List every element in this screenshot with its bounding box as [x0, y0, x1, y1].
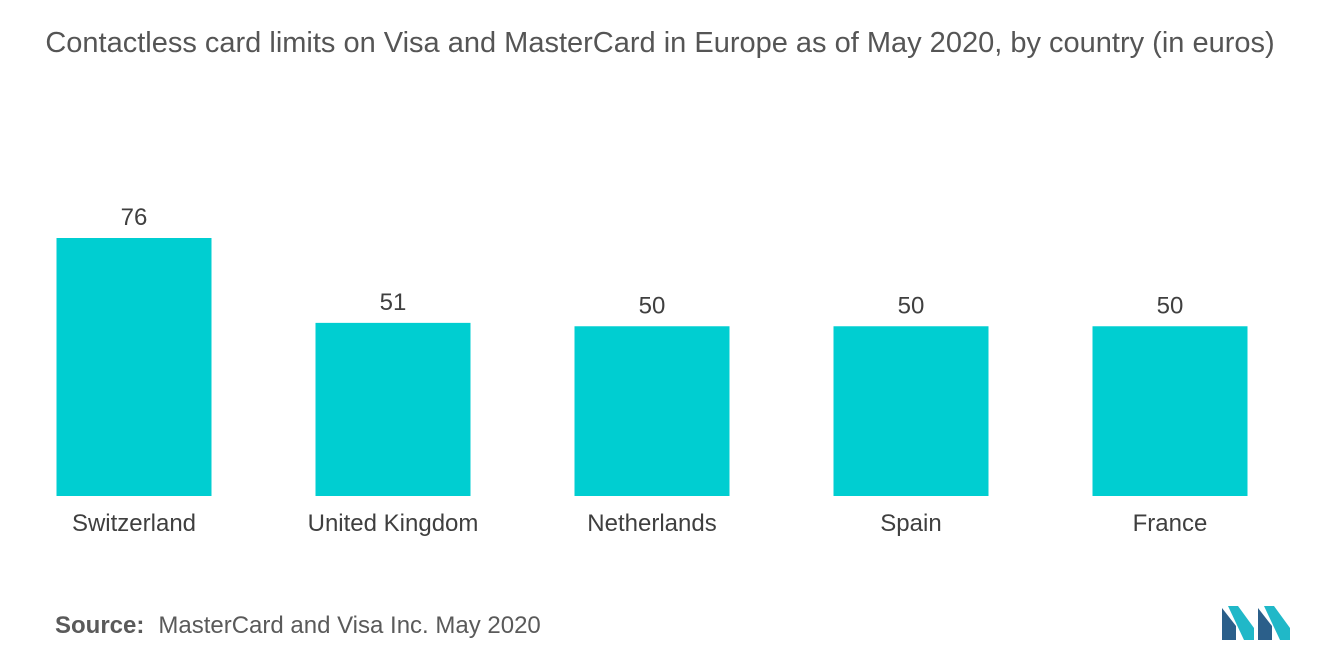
- bar-netherlands: [574, 326, 730, 496]
- value-label-united-kingdom: 51: [380, 289, 407, 316]
- category-label-united-kingdom: United Kingdom: [308, 510, 479, 537]
- category-label-netherlands: Netherlands: [587, 510, 716, 537]
- category-label-spain: Spain: [880, 510, 941, 537]
- brand-logo-icon: [1222, 606, 1290, 640]
- bars-group: [56, 238, 1248, 496]
- bar-united-kingdom: [315, 322, 471, 496]
- bar-france: [1092, 326, 1248, 496]
- value-label-switzerland: 76: [121, 204, 148, 231]
- bar-switzerland: [56, 238, 212, 496]
- chart-title: Contactless card limits on Visa and Mast…: [45, 27, 1275, 59]
- bar-spain: [833, 326, 989, 496]
- category-label-france: France: [1133, 510, 1208, 537]
- value-labels-group: 76 51 50 50 50: [121, 204, 1184, 319]
- value-label-france: 50: [1157, 292, 1184, 319]
- category-labels-group: Switzerland United Kingdom Netherlands Spai…: [72, 510, 1207, 537]
- bar-chart: 76 51 50 50 50 Switzerland United Kingdom Neth…: [56, 204, 1248, 537]
- value-label-netherlands: 50: [639, 292, 666, 319]
- source-note: Source: MasterCard and Visa Inc. May 2020: [55, 612, 541, 640]
- category-label-switzerland: Switzerland: [72, 510, 196, 537]
- value-label-spain: 50: [898, 292, 925, 319]
- source-text: MasterCard and Visa Inc. May 2020: [158, 612, 541, 639]
- source-label: Source:: [55, 612, 145, 639]
